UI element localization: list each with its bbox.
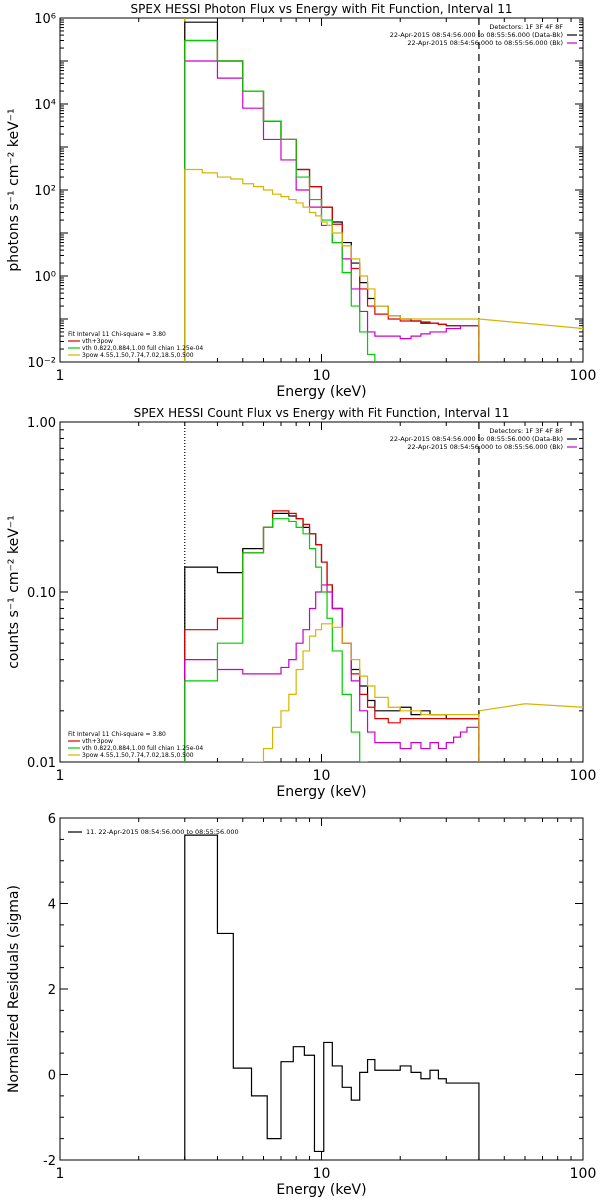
y-tick-label: 10⁴ [34,98,56,113]
y-tick-label: 1.00 [27,416,56,431]
legend-entry: 22-Apr-2015 08:54:56.000 to 08:55:56.000… [407,39,563,47]
legend-entry: 3pow 4.55,1.50,7.74,7.02,18.5,0.500 [82,352,194,359]
series-line-3 [184,584,480,762]
y-tick-label: 0.10 [27,586,56,601]
x-axis-label: Energy (keV) [276,384,366,400]
x-axis-label: Energy (keV) [276,1182,366,1198]
series-line-4 [184,39,480,362]
y-tick-label: 10⁰ [34,270,56,285]
series-line-2 [184,39,480,362]
x-tick-label: 10 [313,768,331,784]
legend-entry: 22-Apr-2015 08:54:56.000 to 08:55:56.000… [390,435,563,443]
legend-entry: Detectors: 1F 3F 4F 8F [489,23,563,31]
y-tick-label: 2 [48,983,56,998]
y-axis-label: photons s⁻¹ cm⁻² keV⁻¹ [6,108,22,271]
chart-panel-1: 1 10 100 10⁻² 10⁰ 10² 10⁴ 10⁶ SPEX HESSI Photon … [6,2,596,400]
chart-title: SPEX HESSI Photon Flux vs Energy with Fi… [131,2,513,16]
legend-entry: 22-Apr-2015 08:54:56.000 to 08:55:56.000… [390,31,563,39]
y-tick-label: 10² [34,184,56,199]
legend-entry: 3pow 4.55,1.50,7.74,7.02,18.5,0.500 [82,752,194,759]
legend-entry: Fit Interval 11 Chi-square = 3.80 [68,731,166,738]
y-axis-label: Normalized Residuals (sigma) [6,885,22,1093]
legend-entry: vth+3pow [82,738,113,745]
x-tick-label: 100 [570,1166,597,1182]
legend-entry: Fit Interval 11 Chi-square = 3.80 [68,331,166,338]
series-line-5 [184,623,480,762]
x-tick-label: 10 [313,368,331,384]
x-tick-label: 1 [56,1166,65,1182]
chart-panel-3: 1 10 100 -2 0 2 4 6 Energy (keV) Normalized Resid… [6,812,596,1198]
x-tick-label: 100 [570,368,597,384]
y-tick-label: 0 [48,1069,56,1084]
series-line-1 [184,834,480,1160]
series-group [184,510,583,762]
y-tick-label: 10⁶ [34,12,56,27]
series-group [184,21,583,362]
series-line-5 [184,168,480,362]
legend-entry: 11. 22-Apr-2015 08:54:56.000 to 08:55:56… [86,828,239,836]
x-tick-label: 100 [570,768,597,784]
legend-entry: vth 0.822,0.884,1.00 full chian 1.25e-04 [82,345,203,352]
x-tick-label: 1 [56,368,65,384]
plot-frame [59,817,584,1161]
x-axis-label: Energy (keV) [276,784,366,800]
y-tick-label: 0.01 [27,756,56,771]
x-tick-label: 10 [313,1166,331,1182]
y-tick-label: -2 [43,1154,56,1169]
legend-entry: vth+3pow [82,338,113,345]
series-line-4 [184,518,480,762]
chart-title: SPEX HESSI Count Flux vs Energy with Fit… [134,406,510,420]
legend-entry: vth 0.822,0.884,1.00 full chian 1.25e-04 [82,745,203,752]
chart-panel-2: 1 10 100 0.01 0.10 1.00 SPEX HESSI Count Flux … [6,406,596,800]
legend-entry: 22-Apr-2015 08:54:56.000 to 08:55:56.000… [407,443,563,451]
extension-line-1 [478,318,583,330]
y-tick-label: 6 [48,812,56,827]
x-tick-label: 1 [56,768,65,784]
legend-entry: Detectors: 1F 3F 4F 8F [489,427,563,435]
y-axis-label: counts s⁻¹ cm⁻² keV⁻¹ [6,515,22,669]
series-group [184,834,480,1160]
series-line-1 [184,21,480,362]
y-tick-label: 4 [48,898,56,913]
extension-line-1 [478,703,583,712]
y-tick-label: 10⁻² [27,356,56,371]
